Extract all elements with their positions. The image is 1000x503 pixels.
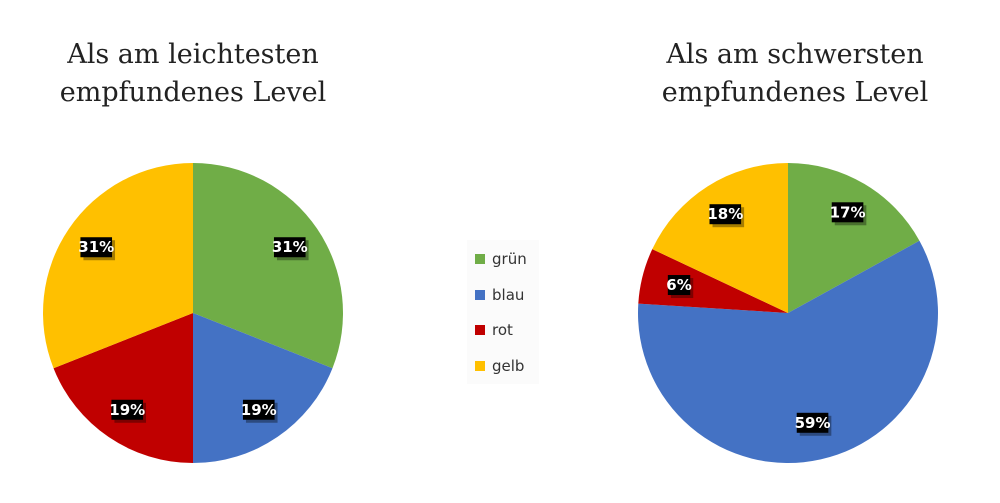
legend-item-blau: blau: [475, 286, 524, 304]
legend-label-blau: blau: [492, 286, 525, 304]
legend-label-gelb: gelb: [492, 357, 525, 375]
pie-label-text-easiest-blau: 19%: [241, 401, 277, 419]
legend-swatch-blau: [475, 290, 485, 300]
pie-label-text-easiest-rot: 19%: [109, 401, 145, 419]
pie-label-easiest-blau: 19%: [241, 399, 278, 423]
pie-label-hardest-gelb: 18%: [707, 204, 745, 228]
pie-label-text-hardest-gruen: 17%: [830, 203, 866, 221]
chart-title-hardest-line-2: empfundenes Level: [661, 77, 929, 108]
pie-label-easiest-gelb: 31%: [78, 237, 116, 261]
pie-label-text-hardest-gelb: 18%: [707, 205, 743, 223]
legend-swatch-rot: [475, 325, 485, 335]
pie-chart-hardest: 17% 59% 6% 18%: [638, 163, 938, 463]
pie-slice-hardest-blau: [638, 240, 938, 463]
pie-slice-hardest-gruen: [788, 163, 920, 313]
pie-label-text-hardest-rot: 6%: [666, 276, 691, 294]
pie-slice-easiest-gruen: [193, 163, 343, 369]
pie-slice-easiest-rot: [53, 313, 194, 463]
chart-title-hardest-line-1: Als am schwersten: [666, 39, 924, 70]
pie-slice-hardest-gelb: [652, 163, 788, 313]
pie-label-text-easiest-gruen: 31%: [272, 238, 308, 256]
pie-slice-easiest-gelb: [42, 163, 194, 369]
chart-title-easiest-line-2: empfundenes Level: [59, 77, 327, 108]
chart-title-easiest: Als am leichtesten empfundenes Level: [0, 36, 403, 112]
pie-label-text-easiest-gelb: 31%: [78, 238, 114, 256]
pie-slice-easiest-blau: [193, 313, 333, 463]
pie-label-text-hardest-blau: 59%: [795, 414, 831, 432]
pie-slice-hardest-rot: [638, 249, 788, 313]
pie-label-hardest-rot: 6%: [666, 275, 694, 299]
legend-swatch-gruen: [475, 254, 485, 264]
legend-item-rot: rot: [475, 321, 513, 339]
legend-item-gruen: grün: [475, 250, 527, 268]
pie-label-hardest-blau: 59%: [795, 412, 832, 436]
pie-label-hardest-gruen: 17%: [830, 202, 867, 226]
chart-title-easiest-line-1: Als am leichtesten: [67, 39, 319, 70]
pie-chart-easiest: 31% 19% 19% 31%: [42, 163, 343, 463]
pie-label-easiest-rot: 19%: [109, 399, 147, 423]
legend-label-rot: rot: [492, 321, 513, 339]
legend-label-gruen: grün: [492, 250, 527, 268]
pie-label-easiest-gruen: 31%: [272, 237, 309, 261]
chart-title-hardest: Als am schwersten empfundenes Level: [585, 36, 1000, 112]
legend-swatch-gelb: [475, 361, 485, 371]
legend-item-gelb: gelb: [475, 357, 524, 375]
legend: grün blau rot gelb: [467, 240, 539, 384]
